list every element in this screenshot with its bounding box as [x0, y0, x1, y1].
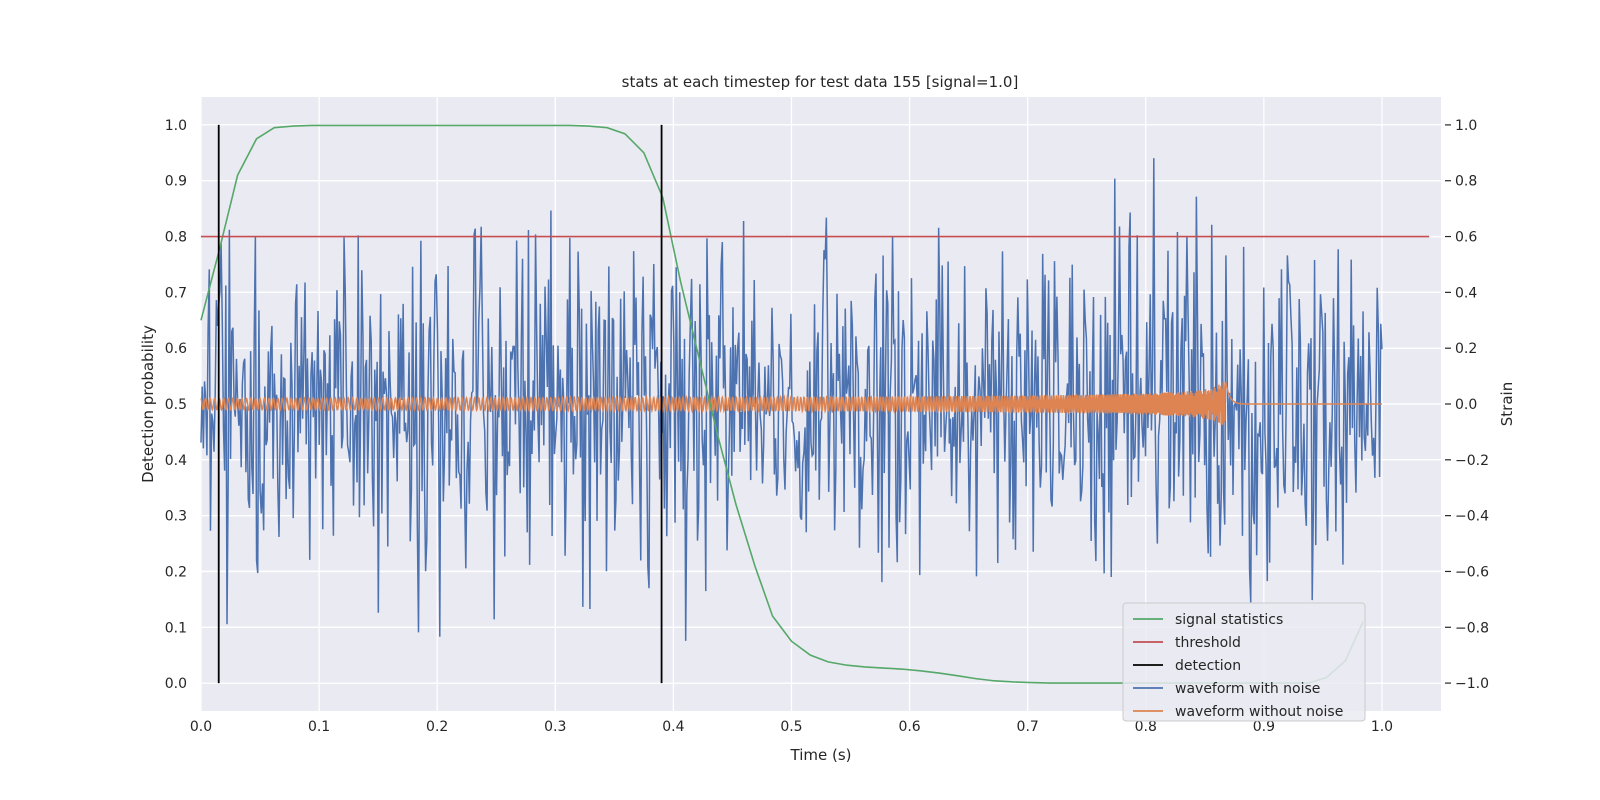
y-left-tick-label: 1.0 [165, 118, 187, 134]
x-tick-label: 0.4 [662, 719, 684, 735]
y-left-tick-label: 0.4 [165, 453, 187, 469]
y-left-tick-label: 0.6 [165, 341, 187, 357]
x-tick-label: 0.0 [190, 719, 212, 735]
y-right-tick-label: 0.2 [1455, 341, 1477, 357]
series-waveform-with-noise [200, 158, 1383, 641]
y-right-tick-label: −1.0 [1455, 676, 1489, 692]
y-left-tick-label: 0.1 [165, 620, 187, 636]
x-tick-label: 0.6 [898, 719, 920, 735]
y-left-tick-label: 0.3 [165, 509, 187, 525]
y-right-tick-label: 0.4 [1455, 285, 1477, 301]
y-right-tick-label: −0.8 [1455, 620, 1489, 636]
x-tick-label: 1.0 [1371, 719, 1393, 735]
legend-label: signal statistics [1175, 612, 1283, 628]
legend-label: waveform without noise [1175, 704, 1343, 720]
x-tick-label: 0.3 [544, 719, 566, 735]
y-left-tick-label: 0.9 [165, 174, 187, 190]
y-left-tick-label: 0.2 [165, 564, 187, 580]
legend-box [1122, 602, 1366, 722]
series-waveform-without-noise [200, 381, 1382, 425]
x-tick-label: 0.8 [1135, 719, 1157, 735]
y-right-tick-label: 1.0 [1455, 118, 1477, 134]
x-tick-label: 0.7 [1017, 719, 1039, 735]
y-left-tick-label: 0.5 [165, 397, 187, 413]
x-tick-label: 0.5 [780, 719, 802, 735]
y-right-tick-label: 0.6 [1455, 230, 1477, 246]
y-right-tick-label: −0.2 [1455, 453, 1489, 469]
x-tick-label: 0.9 [1253, 719, 1275, 735]
y-right-tick-label: 0.8 [1455, 174, 1477, 190]
legend: signal statistics threshold detection wavef… [1122, 602, 1366, 722]
y-right-tick-label: −0.6 [1455, 564, 1489, 580]
y-left-tick-label: 0.7 [165, 285, 187, 301]
legend-label: waveform with noise [1175, 681, 1320, 697]
chart-title: stats at each timestep for test data 155… [622, 73, 1019, 91]
x-axis-label: Time (s) [790, 746, 852, 764]
y-right-tick-label: −0.4 [1455, 509, 1489, 525]
y-axis-label-left: Detection probability [139, 325, 157, 483]
axes-layer: 0.0 0.1 0.2 0.3 0.4 0.5 0.6 0.7 0.8 0.9 1.0 0.0 0.1 0… [165, 118, 1489, 735]
y-left-tick-label: 0.8 [165, 230, 187, 246]
y-left-tick-label: 0.0 [165, 676, 187, 692]
x-tick-label: 0.2 [426, 719, 448, 735]
x-tick-label: 0.1 [308, 719, 330, 735]
y-right-tick-label: 0.0 [1455, 397, 1477, 413]
legend-label: detection [1175, 658, 1241, 674]
y-axis-label-right: Strain [1498, 382, 1516, 426]
legend-label: threshold [1175, 635, 1241, 651]
